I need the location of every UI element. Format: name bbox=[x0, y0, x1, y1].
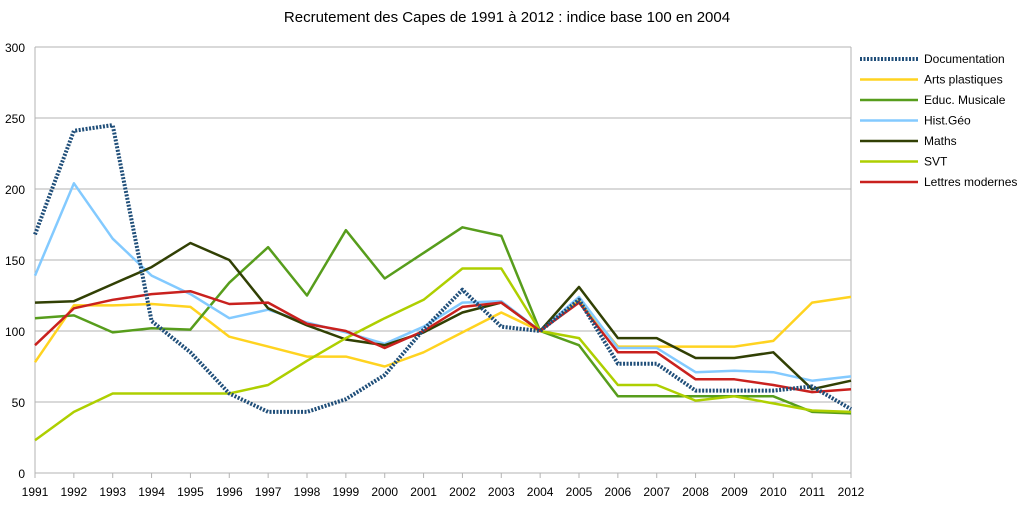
x-tick-label: 2011 bbox=[799, 485, 825, 499]
x-tick-label: 2009 bbox=[721, 485, 748, 499]
series-line-maths bbox=[34, 241, 852, 391]
y-tick-label: 50 bbox=[12, 396, 26, 410]
axes bbox=[34, 47, 852, 474]
x-tick-label: 1991 bbox=[22, 485, 49, 499]
y-tick-label: 100 bbox=[5, 325, 25, 339]
x-tick-label: 2000 bbox=[371, 485, 398, 499]
legend-label: Maths bbox=[924, 134, 957, 148]
x-tick-label: 2004 bbox=[527, 485, 554, 499]
x-tick-label: 1999 bbox=[333, 485, 360, 499]
series-line-svt bbox=[34, 267, 852, 442]
x-tick-label: 2001 bbox=[410, 485, 437, 499]
series-lines bbox=[33, 123, 853, 442]
x-tick-label: 2008 bbox=[682, 485, 709, 499]
x-tick-label: 1996 bbox=[216, 485, 243, 499]
x-tick-label: 2005 bbox=[566, 485, 593, 499]
series-line-hist-g-o bbox=[33, 182, 852, 382]
x-tick-label: 2007 bbox=[643, 485, 670, 499]
x-tick-label: 1994 bbox=[138, 485, 165, 499]
x-tick-label: 1998 bbox=[294, 485, 321, 499]
x-axis-ticks: 1991 1992 1993 1994 1995 1996 1997 1998 1999 2000… bbox=[22, 473, 865, 499]
legend-label: Hist.Géo bbox=[924, 114, 971, 128]
y-tick-label: 150 bbox=[5, 254, 25, 268]
x-tick-label: 2006 bbox=[605, 485, 632, 499]
legend-label: Educ. Musicale bbox=[924, 93, 1006, 107]
y-tick-label: 200 bbox=[5, 183, 25, 197]
x-tick-label: 2002 bbox=[449, 485, 476, 499]
x-tick-label: 1993 bbox=[99, 485, 126, 499]
x-tick-label: 1995 bbox=[177, 485, 204, 499]
series-line-lettres-modernes bbox=[34, 289, 852, 394]
legend-label: Lettres modernes bbox=[924, 175, 1017, 189]
x-tick-label: 2010 bbox=[760, 485, 787, 499]
x-tick-label: 1992 bbox=[61, 485, 88, 499]
series-line-educ-musicale bbox=[34, 226, 852, 415]
chart-title: Recrutement des Capes de 1991 à 2012 : i… bbox=[284, 9, 730, 26]
series-line-arts-plastiques bbox=[33, 295, 852, 368]
series-line-documentation bbox=[33, 123, 853, 414]
y-axis-ticks: 0 50 100 150 200 250 300 bbox=[5, 41, 25, 481]
grid bbox=[35, 46, 851, 403]
y-tick-label: 300 bbox=[5, 41, 25, 55]
x-tick-label: 1997 bbox=[255, 485, 282, 499]
y-tick-label: 250 bbox=[5, 112, 25, 126]
legend-label: Arts plastiques bbox=[924, 73, 1003, 87]
legend: Documentation Arts plastiques Educ. Musica… bbox=[860, 52, 1017, 189]
legend-label: SVT bbox=[924, 155, 948, 169]
legend-label: Documentation bbox=[924, 52, 1005, 66]
y-tick-label: 0 bbox=[18, 467, 25, 481]
x-tick-label: 2012 bbox=[838, 485, 865, 499]
x-tick-label: 2003 bbox=[488, 485, 515, 499]
